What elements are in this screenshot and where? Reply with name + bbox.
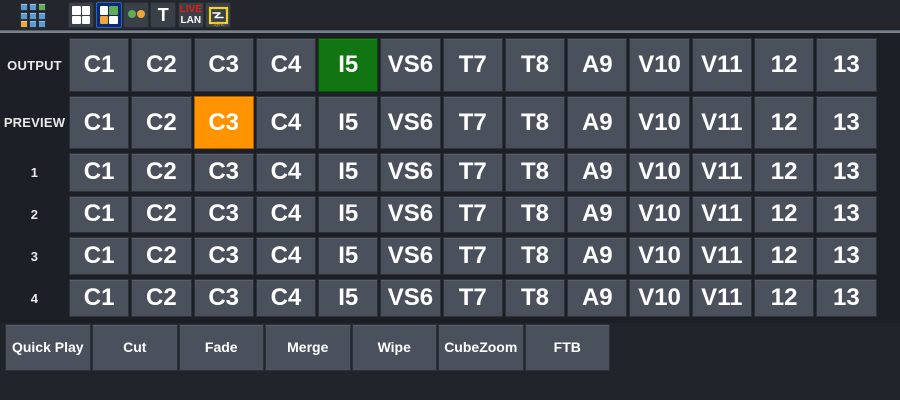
svg-text:Sync: Sync: [213, 22, 225, 28]
